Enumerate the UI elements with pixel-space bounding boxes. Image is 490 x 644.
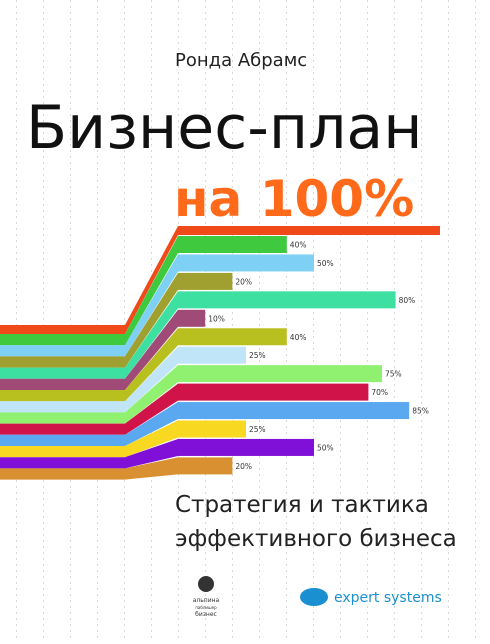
value-label: 25% [249, 351, 266, 360]
bar-ribbon [0, 402, 178, 446]
bar [178, 291, 396, 309]
bar [178, 254, 314, 272]
bar [178, 365, 382, 383]
bar [178, 402, 410, 420]
value-label: 40% [290, 241, 307, 250]
bar-ribbon [0, 272, 178, 368]
partner-icon [300, 588, 328, 606]
publisher-name: бизнес [195, 611, 217, 618]
bar [178, 328, 287, 346]
value-label: 20% [235, 462, 252, 471]
bar-ribbon [0, 457, 178, 480]
value-label: 40% [290, 333, 307, 342]
bar [178, 309, 206, 327]
value-label: 10% [208, 314, 225, 323]
bar [178, 272, 233, 290]
bar [178, 420, 246, 438]
accent-bar [178, 226, 440, 235]
bar-ribbon [0, 254, 178, 357]
publisher-name: паблишер [195, 605, 217, 610]
subtitle-line: Стратегия и тактика [175, 492, 429, 518]
value-label: 20% [235, 277, 252, 286]
bar-ribbon [0, 328, 178, 402]
bar [178, 457, 233, 475]
bar-chart: 40% 50% 20% 80% 10% 40% 25% 75% 70% 85% 25% 50% 20% [0, 236, 429, 480]
bar [178, 236, 287, 253]
bar-ribbon [0, 383, 178, 435]
bar-ribbon [0, 420, 178, 458]
bar-ribbon [0, 365, 178, 424]
bar [178, 346, 246, 364]
bar-ribbon [0, 236, 178, 346]
value-label: 25% [249, 425, 266, 434]
bar-ribbon [0, 438, 178, 469]
bar [178, 383, 369, 401]
value-label: 50% [317, 259, 334, 268]
value-label: 50% [317, 443, 334, 452]
bar-ribbon [0, 309, 178, 390]
publisher-icon [198, 576, 214, 592]
value-label: 75% [385, 370, 402, 379]
partner-name: expert systems [334, 590, 442, 606]
value-label: 70% [371, 388, 388, 397]
subtitle-line: эффективного бизнеса [175, 526, 457, 552]
bar-ribbon [0, 346, 178, 413]
bar [178, 438, 314, 456]
value-label: 80% [399, 296, 416, 305]
bar-ribbon [0, 291, 178, 379]
value-label: 85% [412, 407, 429, 416]
author: Ронда Абрамс [175, 50, 307, 71]
publisher-name: альпина [193, 597, 220, 604]
title-accent: на 100% [174, 170, 414, 228]
title: Бизнес-план [26, 93, 422, 163]
